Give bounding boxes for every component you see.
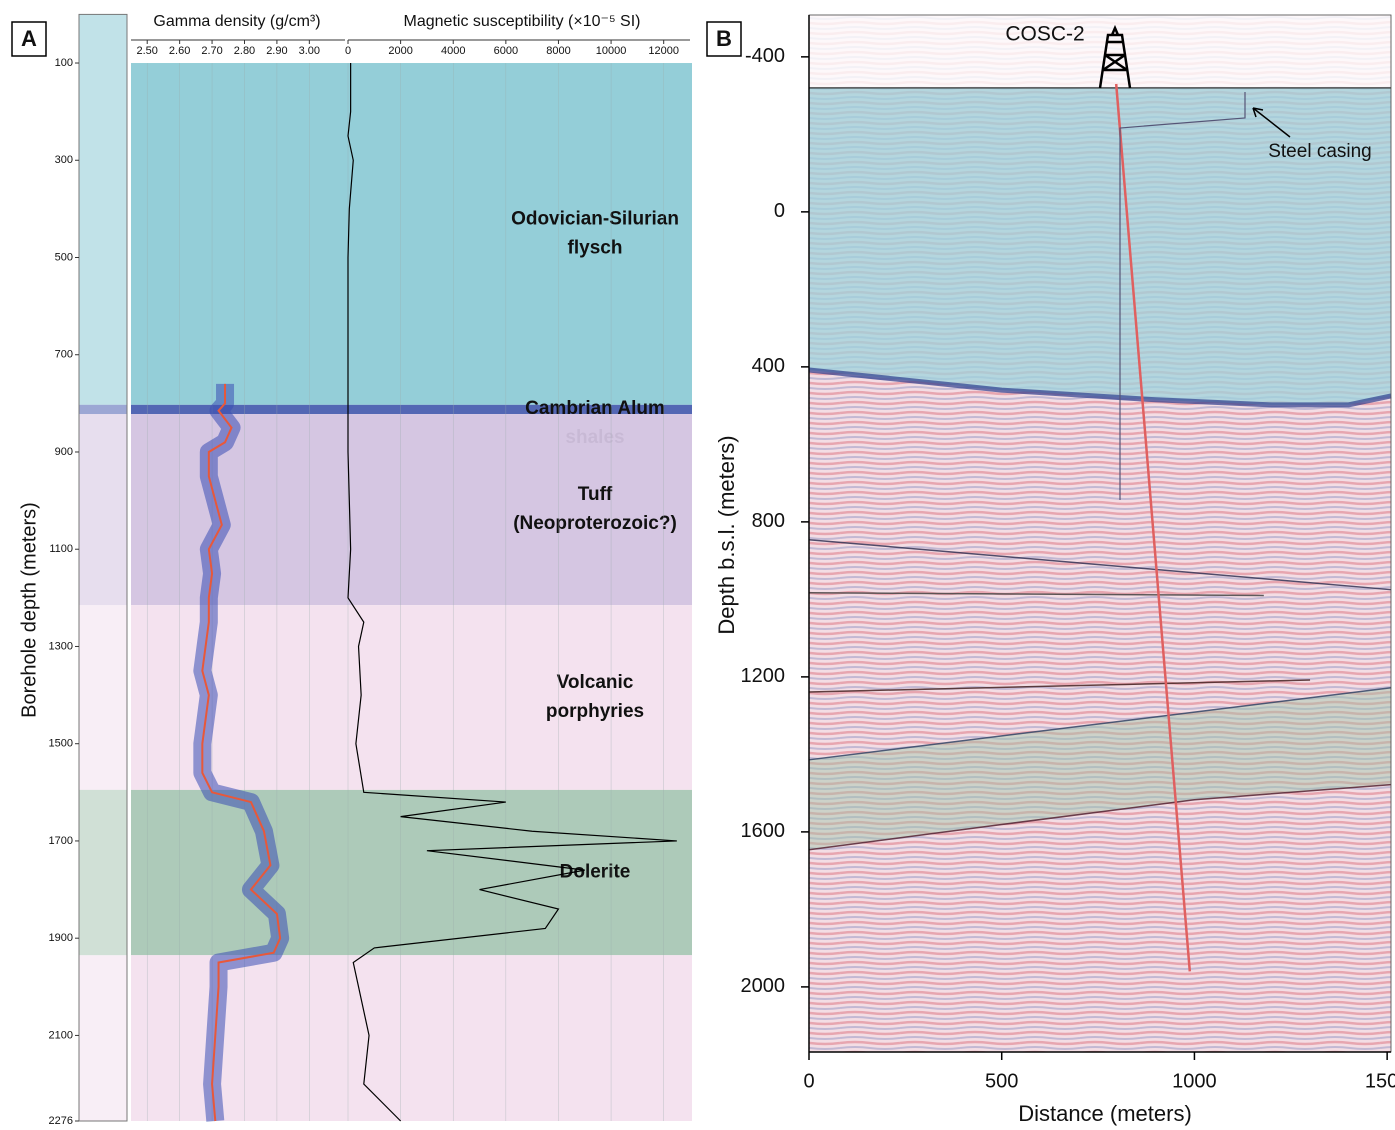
x-tick-label: 2.90 (266, 45, 287, 57)
zone-label: porphyries (546, 701, 644, 722)
zone-label: Tuff (578, 484, 613, 505)
y-tick-label: 100 (55, 57, 73, 69)
horizon (808, 783, 1392, 851)
zone-label: Cambrian Alum (525, 398, 665, 419)
annotation-arrow (1252, 107, 1291, 138)
lithology-unit (79, 955, 127, 1121)
magnetic-susceptibility-line (347, 63, 677, 1122)
zone-label: Volcanic (557, 672, 634, 693)
panel-label: A (21, 26, 37, 51)
x-tick-label: 500 (985, 1070, 1018, 1092)
y-tick-label: 1200 (741, 665, 786, 687)
y-tick-label: -400 (745, 45, 785, 67)
lithology-unit (79, 605, 127, 790)
x-tick-label: 0 (345, 45, 351, 57)
borehole-trajectory (1114, 83, 1192, 972)
x-axis-title: Magnetic susceptibility (×10⁻⁵ SI) (404, 13, 641, 30)
seismic-unit (809, 687, 1391, 850)
x-tick-label: 6000 (494, 45, 518, 57)
x-tick-label: 4000 (441, 45, 465, 57)
y-tick-label: 400 (752, 355, 785, 377)
x-tick-label: 10000 (596, 45, 627, 57)
x-tick-label: 1500 (1365, 1070, 1395, 1092)
zone (131, 404, 692, 415)
zone-label: (Neoproterozoic?) (513, 513, 677, 534)
horizon (808, 367, 1392, 408)
x-tick-label: 12000 (648, 45, 679, 57)
y-tick-label: 1900 (49, 932, 73, 944)
y-tick-label: 1500 (49, 738, 73, 750)
x-tick-label: 2.70 (201, 45, 222, 57)
y-axis-title: Borehole depth (meters) (18, 502, 40, 718)
horizon (808, 538, 1392, 591)
x-axis-title: Gamma density (g/cm³) (153, 13, 320, 30)
panel-b: COSC-2 Steel casing -400 0 400 800 1200 1600 200… (741, 14, 1395, 1092)
y-tick-label: 2000 (741, 975, 786, 997)
y-tick-label: 500 (55, 251, 73, 263)
x-tick-label: 2.50 (137, 45, 158, 57)
x-axis-title: Distance (meters) (1018, 1101, 1192, 1126)
lithology-column (78, 13, 128, 1122)
zone (131, 63, 692, 405)
zone-label: flysch (568, 237, 623, 258)
y-tick-label: 700 (55, 349, 73, 361)
sky (809, 15, 1391, 88)
x-tick-label: 1000 (1172, 1070, 1217, 1092)
panel-label-box (11, 21, 47, 57)
zone-label: Odovician-Silurian (511, 208, 679, 229)
panel-label: B (716, 26, 732, 51)
y-tick-label: 300 (55, 154, 73, 166)
y-tick-label: 2276 (49, 1115, 73, 1127)
seismic-unit (809, 87, 1391, 405)
steel-casing (1119, 92, 1246, 500)
derrick-icon (1098, 24, 1132, 89)
y-axis-title: Depth b.s.l. (meters) (714, 435, 739, 634)
lithology-unit (79, 14, 127, 405)
x-tick-label: 2000 (388, 45, 412, 57)
x-tick-label: 0 (803, 1070, 814, 1092)
x-tick-label: 8000 (546, 45, 570, 57)
y-tick-label: 1700 (49, 835, 73, 847)
y-tick-label: 1100 (49, 543, 73, 555)
zone (131, 605, 692, 790)
horizon (808, 592, 1264, 597)
y-tick-label: 0 (774, 200, 785, 222)
gamma-density-line (201, 383, 282, 1122)
y-tick-label: 800 (752, 510, 785, 532)
lithology-unit (79, 414, 127, 606)
panel-label-box (706, 21, 742, 57)
y-tick-label: 1600 (741, 820, 786, 842)
y-tick-label: 2100 (49, 1029, 73, 1041)
x-tick-label: 3.00 (299, 45, 320, 57)
y-tick-label: 1300 (49, 640, 73, 652)
horizon (808, 686, 1392, 761)
lithology-unit (79, 404, 127, 415)
x-tick-label: 2.80 (234, 45, 255, 57)
lithology-unit (79, 789, 127, 956)
well-label: COSC-2 (1005, 23, 1084, 46)
zone-label: Dolerite (560, 862, 631, 883)
x-tick-label: 2.60 (169, 45, 190, 57)
y-tick-label: 900 (55, 446, 73, 458)
horizon (808, 679, 1311, 693)
annotation: Steel casing (1268, 141, 1372, 162)
